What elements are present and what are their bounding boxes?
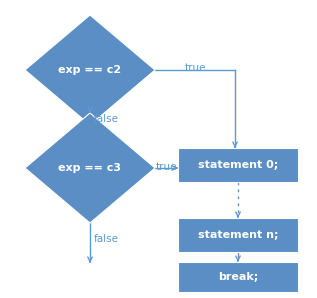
FancyBboxPatch shape <box>178 218 298 252</box>
Text: false: false <box>94 114 119 124</box>
Polygon shape <box>25 113 155 223</box>
Text: break;: break; <box>218 272 258 282</box>
Text: true: true <box>184 63 206 73</box>
Text: false: false <box>94 234 119 244</box>
Text: true: true <box>156 162 177 172</box>
FancyBboxPatch shape <box>178 148 298 182</box>
FancyBboxPatch shape <box>178 262 298 292</box>
Text: exp == c3: exp == c3 <box>59 163 121 173</box>
Text: statement n;: statement n; <box>198 230 278 240</box>
Text: exp == c2: exp == c2 <box>58 65 121 75</box>
Polygon shape <box>25 15 155 125</box>
Text: statement 0;: statement 0; <box>198 160 278 170</box>
